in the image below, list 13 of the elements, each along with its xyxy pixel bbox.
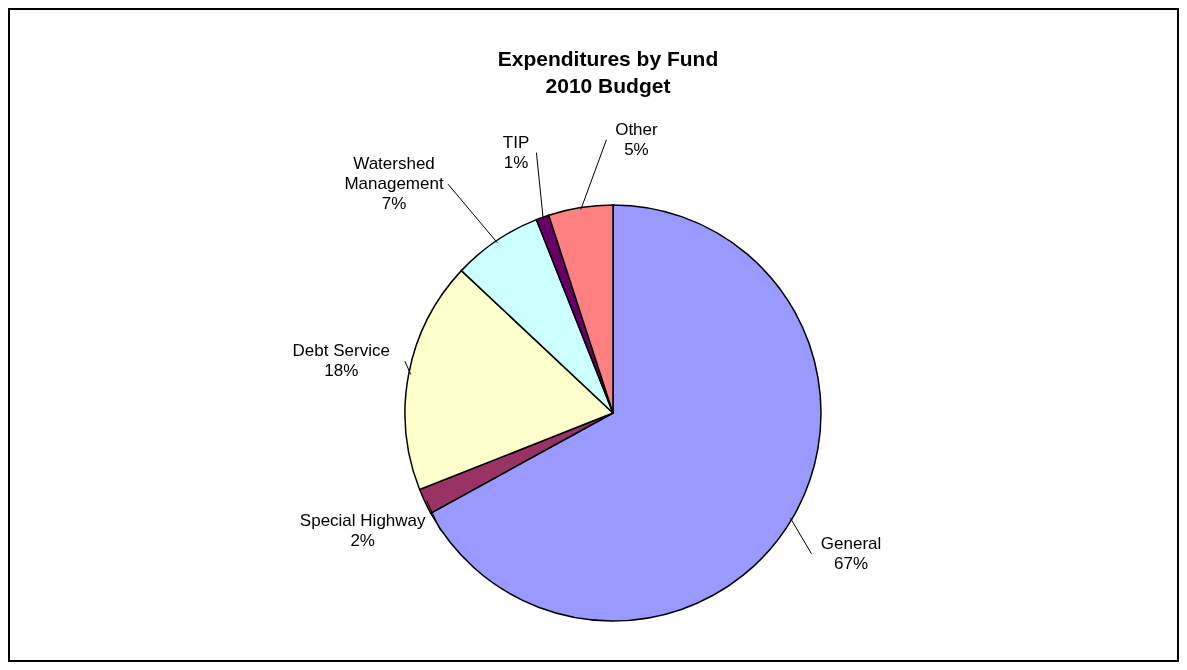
- data-label: 67%: [834, 553, 869, 573]
- slice-label: TIP: [502, 132, 530, 152]
- chart-title: Expenditures by Fund 2010 Budget: [497, 47, 719, 97]
- slice-label: Special Highway: [299, 510, 427, 530]
- slice-label: Watershed Management: [344, 154, 444, 194]
- slice-label: Debt Service: [292, 341, 390, 361]
- data-label: 5%: [624, 139, 649, 159]
- data-label: 1%: [503, 152, 529, 172]
- data-label: 7%: [381, 194, 407, 214]
- slice-label: Other: [615, 119, 659, 139]
- data-label: 18%: [324, 361, 359, 381]
- slice-label: General: [820, 533, 882, 553]
- data-label: 2%: [350, 530, 375, 550]
